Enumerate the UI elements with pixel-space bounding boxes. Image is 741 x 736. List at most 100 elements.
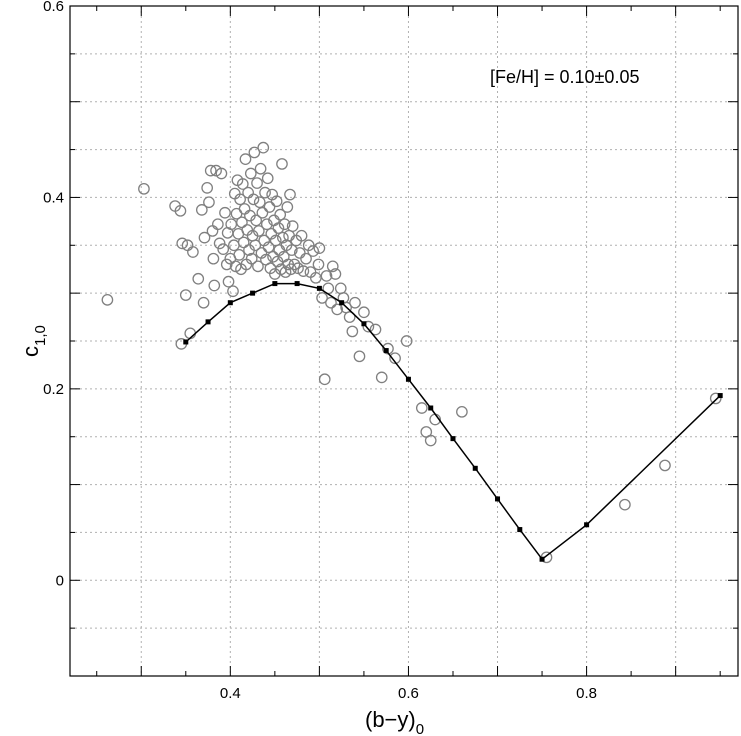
y-tick-label: 0 bbox=[56, 572, 64, 589]
data-point bbox=[349, 296, 361, 309]
data-point bbox=[222, 275, 235, 288]
tick-labels: 0.4 0.6 0.8 0 0.2 0.4 0.6 bbox=[43, 0, 597, 702]
data-point bbox=[187, 246, 199, 258]
data-point bbox=[245, 252, 258, 265]
data-point bbox=[203, 196, 215, 209]
data-point bbox=[362, 320, 375, 333]
data-point bbox=[326, 260, 339, 273]
data-point bbox=[249, 239, 262, 252]
data-point bbox=[256, 206, 269, 219]
line-marker bbox=[316, 285, 322, 291]
data-point bbox=[325, 296, 337, 309]
data-point bbox=[213, 237, 226, 250]
data-point bbox=[277, 231, 289, 244]
data-point bbox=[272, 222, 285, 234]
line-marker bbox=[361, 321, 367, 327]
data-point bbox=[225, 218, 238, 231]
data-point bbox=[424, 434, 437, 447]
data-point bbox=[278, 218, 291, 231]
line-marker bbox=[717, 393, 723, 399]
data-point bbox=[251, 177, 263, 189]
data-point bbox=[346, 325, 359, 338]
line-marker bbox=[517, 527, 523, 533]
data-point bbox=[300, 252, 312, 265]
data-point bbox=[212, 218, 224, 231]
data-point bbox=[237, 236, 250, 249]
data-point bbox=[284, 188, 296, 201]
data-point bbox=[236, 178, 249, 190]
data-point bbox=[318, 373, 331, 386]
line-marker bbox=[205, 319, 211, 325]
data-point bbox=[262, 241, 275, 254]
data-point bbox=[204, 164, 217, 177]
data-point bbox=[184, 327, 197, 340]
scatter-points bbox=[101, 141, 722, 564]
line-marker bbox=[405, 376, 411, 382]
data-point bbox=[195, 204, 208, 216]
data-point bbox=[270, 195, 283, 208]
data-point bbox=[288, 258, 301, 271]
grid bbox=[70, 6, 738, 676]
data-point bbox=[259, 186, 271, 199]
data-point bbox=[331, 303, 344, 316]
data-point bbox=[220, 258, 233, 271]
line-marker bbox=[294, 281, 300, 287]
line-marker bbox=[539, 556, 545, 562]
ticks bbox=[70, 5, 738, 677]
data-point bbox=[198, 231, 211, 244]
data-point bbox=[297, 265, 310, 277]
data-point bbox=[238, 203, 251, 215]
data-point bbox=[207, 252, 220, 265]
data-point bbox=[320, 270, 333, 282]
x-axis-label-sub: 0 bbox=[416, 721, 424, 736]
data-point bbox=[227, 285, 239, 298]
line-marker bbox=[383, 348, 389, 354]
annotation: [Fe/H] = 0.10±0.05 bbox=[490, 67, 639, 87]
data-point bbox=[247, 193, 260, 206]
data-point bbox=[208, 279, 221, 292]
data-point bbox=[619, 498, 631, 511]
line-marker bbox=[428, 405, 434, 411]
y-tick-label: 0.4 bbox=[43, 189, 64, 206]
data-point bbox=[252, 225, 265, 237]
data-point bbox=[456, 405, 468, 418]
data-point bbox=[358, 306, 370, 319]
data-point bbox=[260, 218, 273, 231]
data-point bbox=[343, 311, 356, 323]
data-point bbox=[400, 335, 413, 347]
data-point bbox=[353, 350, 366, 363]
data-point bbox=[197, 296, 210, 309]
data-point bbox=[261, 172, 274, 185]
data-point bbox=[217, 243, 230, 255]
line-marker bbox=[183, 339, 189, 345]
data-point bbox=[176, 237, 189, 250]
data-point bbox=[257, 141, 270, 154]
data-point bbox=[138, 182, 150, 195]
data-point bbox=[201, 182, 214, 194]
data-point bbox=[252, 260, 264, 273]
data-point bbox=[234, 193, 246, 206]
data-point bbox=[239, 153, 252, 165]
y-axis-label: c1,0 bbox=[18, 325, 49, 357]
data-point bbox=[329, 268, 342, 280]
data-point bbox=[295, 229, 308, 242]
data-point bbox=[250, 214, 262, 227]
data-point bbox=[369, 323, 382, 336]
data-point bbox=[253, 196, 266, 209]
data-point bbox=[307, 245, 320, 257]
data-point bbox=[313, 242, 326, 255]
line-marker bbox=[339, 300, 345, 306]
data-point bbox=[248, 146, 261, 159]
data-point bbox=[101, 293, 114, 306]
y-tick-label: 0.2 bbox=[43, 381, 64, 398]
data-point bbox=[312, 258, 325, 271]
data-point bbox=[219, 206, 231, 219]
y-tick-label: 0.6 bbox=[43, 0, 64, 15]
data-point bbox=[316, 292, 328, 304]
data-point bbox=[415, 402, 428, 414]
x-axis-label: (b−y)0 bbox=[365, 707, 424, 736]
data-point bbox=[375, 371, 388, 384]
x-axis-label-main: (b−y) bbox=[365, 707, 416, 732]
line-marker bbox=[272, 281, 278, 287]
line-marker bbox=[250, 290, 256, 296]
